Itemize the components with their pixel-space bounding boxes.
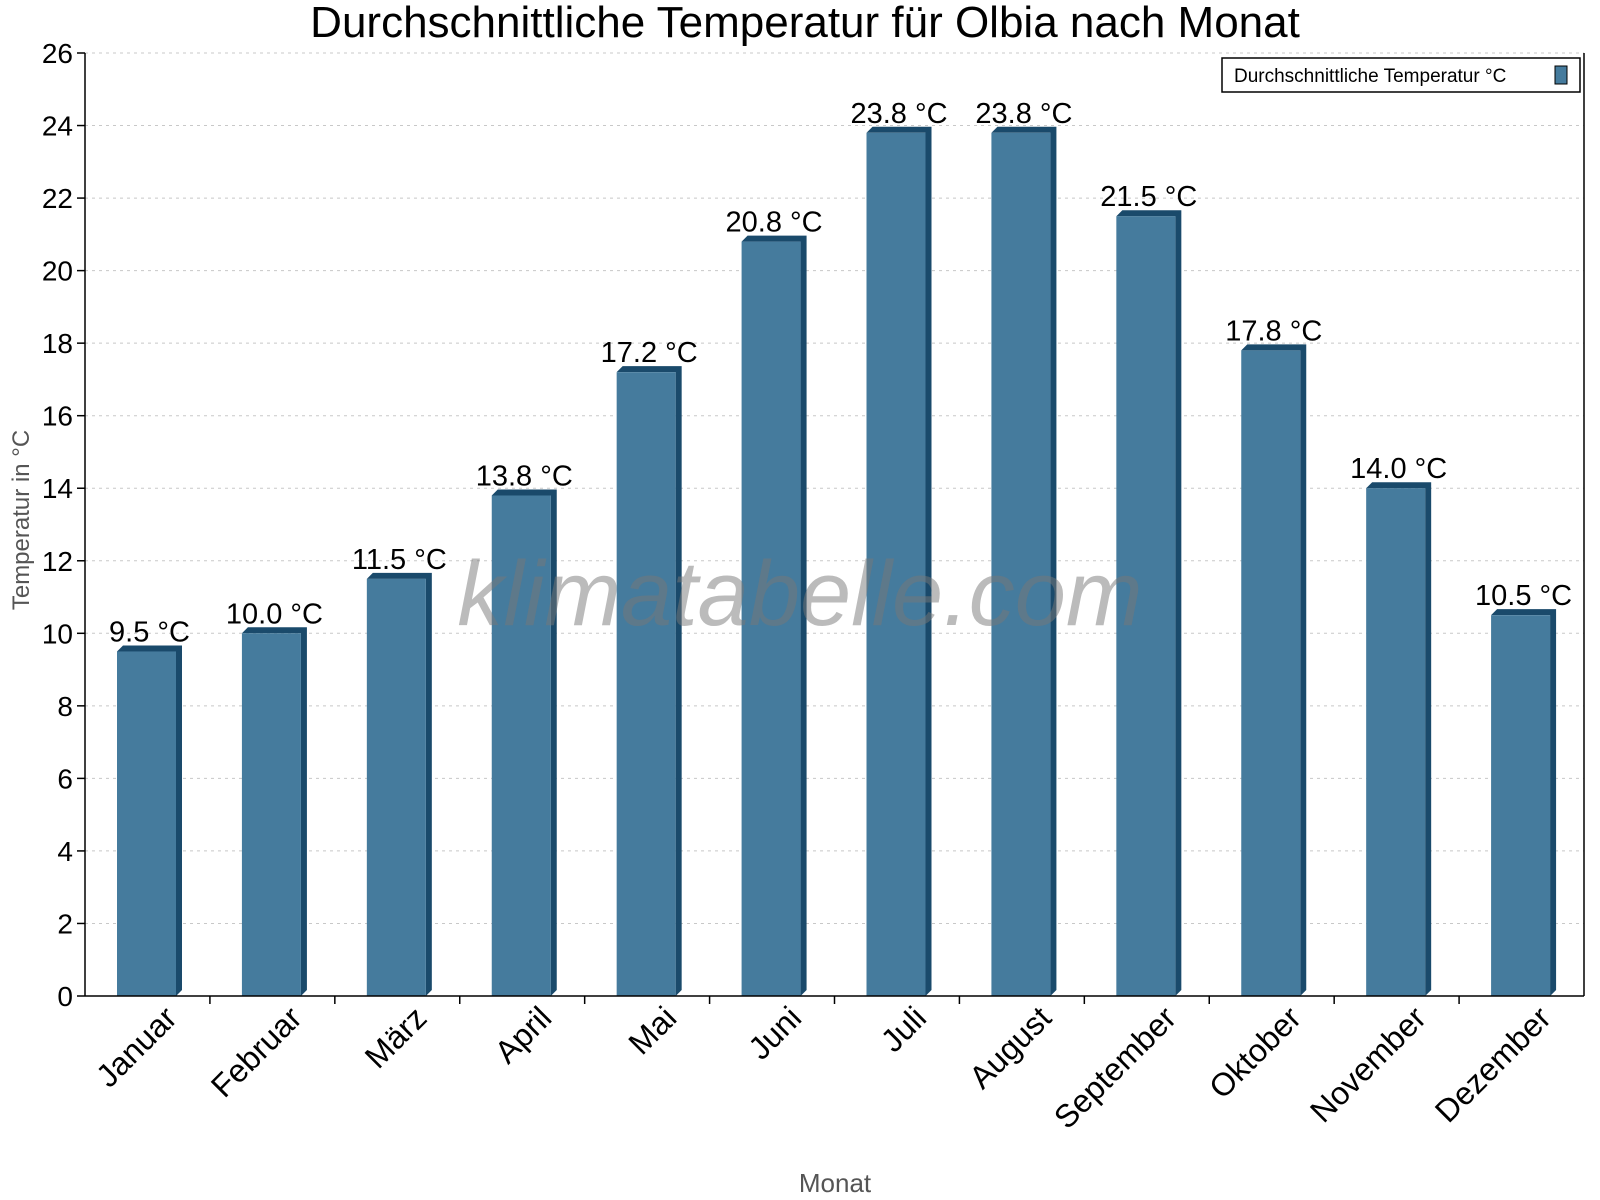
bar-mai: 17.2 °C xyxy=(601,337,698,997)
bar xyxy=(366,578,426,996)
x-tick-label: Oktober xyxy=(1202,999,1308,1105)
x-tick-label: März xyxy=(358,999,434,1075)
y-tick-label: 0 xyxy=(57,981,73,1012)
bar xyxy=(1241,350,1301,996)
legend-swatch xyxy=(1554,65,1568,85)
watermark: klimatabelle.com xyxy=(457,543,1142,645)
bar xyxy=(991,132,1051,997)
bar xyxy=(491,495,551,996)
y-tick-label: 2 xyxy=(57,908,73,939)
bar-dezember: 10.5 °C xyxy=(1475,580,1572,996)
x-tick-label: September xyxy=(1047,999,1183,1135)
x-tick-label: November xyxy=(1303,999,1433,1129)
bar xyxy=(1366,488,1426,996)
bar-august: 23.8 °C xyxy=(975,98,1072,997)
y-tick-label: 10 xyxy=(42,618,73,649)
x-tick-label: August xyxy=(962,999,1058,1095)
bar-oktober: 17.8 °C xyxy=(1225,315,1322,996)
bar xyxy=(741,241,801,997)
data-label: 10.5 °C xyxy=(1475,580,1572,612)
bar-märz: 11.5 °C xyxy=(352,544,447,996)
data-label: 11.5 °C xyxy=(352,544,447,576)
bar-februar: 10.0 °C xyxy=(226,598,323,996)
bar xyxy=(241,633,301,996)
bar-september: 21.5 °C xyxy=(1100,181,1197,996)
data-label: 13.8 °C xyxy=(476,460,573,492)
bar-januar: 9.5 °C xyxy=(109,616,190,996)
legend-label: Durchschnittliche Temperatur °C xyxy=(1234,66,1506,87)
data-label: 10.0 °C xyxy=(226,598,323,630)
y-tick-label: 26 xyxy=(42,38,73,69)
data-label: 20.8 °C xyxy=(726,207,823,239)
bar xyxy=(616,372,676,997)
data-label: 14.0 °C xyxy=(1350,453,1447,485)
x-tick-label: Juni xyxy=(741,999,808,1066)
legend: Durchschnittliche Temperatur °C xyxy=(1221,57,1581,93)
y-tick-label: 14 xyxy=(42,473,73,504)
bar xyxy=(866,132,926,997)
y-tick-label: 16 xyxy=(42,401,73,432)
y-tick-label: 22 xyxy=(42,183,73,214)
data-label: 23.8 °C xyxy=(975,98,1072,130)
y-tick-label: 20 xyxy=(42,256,73,287)
bar xyxy=(1491,615,1551,996)
y-axis-label: Temperatur in °C xyxy=(8,430,35,610)
y-tick-label: 24 xyxy=(42,111,73,142)
data-label: 21.5 °C xyxy=(1100,181,1197,213)
x-tick-label: April xyxy=(488,999,559,1070)
x-tick-label: Juli xyxy=(874,999,933,1058)
bar-juni: 20.8 °C xyxy=(726,207,823,997)
x-tick-label: Januar xyxy=(89,999,184,1094)
legend-box xyxy=(1221,57,1581,93)
y-tick-label: 4 xyxy=(57,836,73,867)
x-tick-label: Mai xyxy=(621,999,683,1061)
y-tick-label: 8 xyxy=(57,691,73,722)
data-label: 9.5 °C xyxy=(109,616,190,648)
data-label: 23.8 °C xyxy=(850,98,947,130)
bar-juli: 23.8 °C xyxy=(850,98,948,997)
data-label: 17.2 °C xyxy=(601,337,698,369)
bar-november: 14.0 °C xyxy=(1350,453,1447,996)
data-label: 17.8 °C xyxy=(1225,315,1322,347)
x-axis-label: Monat xyxy=(799,1168,872,1198)
x-tick-label: Dezember xyxy=(1428,999,1558,1129)
bar-april: 13.8 °C xyxy=(476,460,573,996)
chart-title: Durchschnittliche Temperatur für Olbia n… xyxy=(310,0,1300,47)
bar xyxy=(117,651,176,996)
y-tick-label: 18 xyxy=(42,328,73,359)
y-tick-label: 12 xyxy=(42,546,73,577)
bar xyxy=(1116,216,1176,996)
x-tick-label: Februar xyxy=(204,999,309,1104)
y-tick-label: 6 xyxy=(57,763,73,794)
